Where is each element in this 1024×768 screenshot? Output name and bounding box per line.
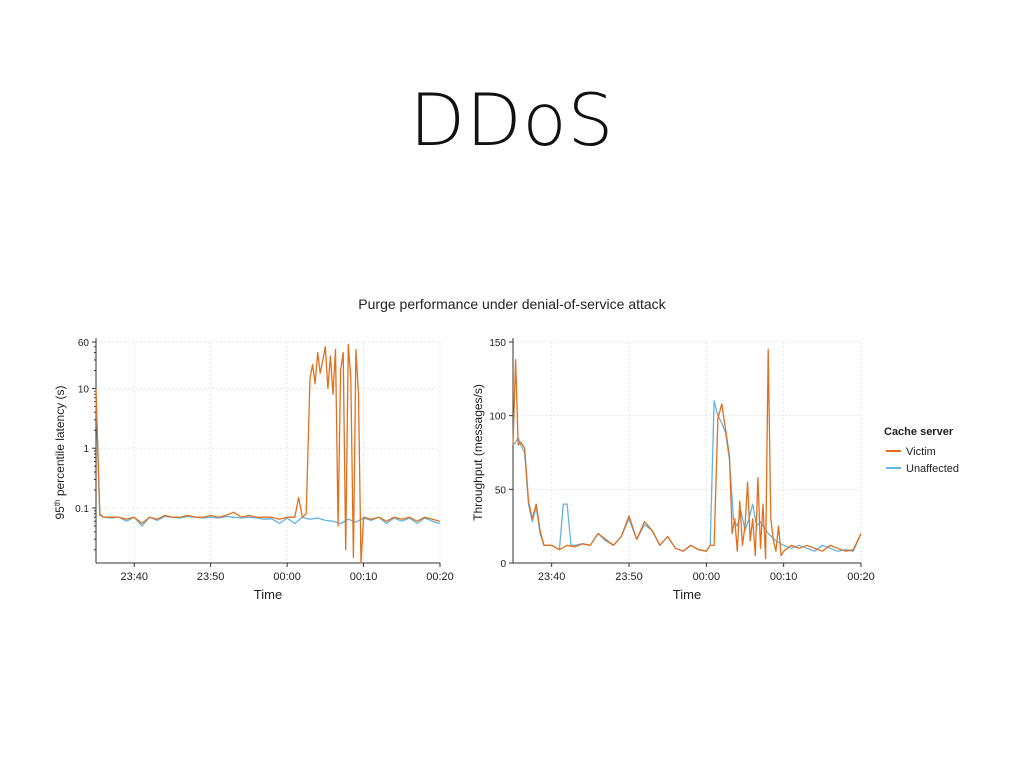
slide-title: DDoS [409, 78, 615, 162]
series-line-unaffected [512, 400, 862, 552]
y-tick-label: 1 [83, 444, 89, 455]
y-tick-label: 0 [500, 559, 506, 570]
y-tick-label: 100 [489, 412, 506, 423]
series-line-victim [95, 343, 441, 564]
y-tick-label: 150 [489, 338, 506, 349]
y-tick-label: 10 [78, 384, 90, 395]
series-line-unaffected [95, 397, 441, 527]
throughput-chart: 23:40 23:50 00:00 00:10 00:20 0 50 100 150 Time Th… [471, 338, 875, 602]
x-tick-label: 23:50 [615, 571, 643, 583]
x-tick-label: 00:20 [426, 571, 454, 583]
legend: Cache server Victim Unaffected [884, 426, 959, 475]
x-axis-label: Time [673, 587, 701, 602]
legend-title: Cache server [884, 426, 954, 438]
x-tick-label: 00:10 [770, 571, 798, 583]
figure-title: Purge performance under denial-of-servic… [358, 296, 666, 312]
x-tick-label: 23:40 [538, 571, 566, 583]
x-axis-label: Time [254, 587, 282, 602]
x-tick-label: 00:00 [693, 571, 721, 583]
x-tick-label: 00:20 [847, 571, 875, 583]
x-tick-label: 00:00 [273, 571, 301, 583]
y-axis-label: 95th percentile latency (s) [53, 385, 68, 519]
x-tick-label: 00:10 [350, 571, 378, 583]
y-tick-label: 0.1 [75, 504, 89, 515]
legend-label-victim: Victim [906, 446, 936, 458]
y-tick-label: 60 [78, 338, 90, 349]
latency-chart: 23:40 23:50 00:00 00:10 00:20 0.1 1 10 60 Time 95t… [53, 338, 454, 602]
series-line-victim [512, 348, 862, 560]
x-tick-label: 23:40 [120, 571, 148, 583]
y-tick-label: 50 [495, 485, 507, 496]
y-axis-label: Throughput (messages/s) [471, 384, 485, 521]
legend-label-unaffected: Unaffected [906, 463, 959, 475]
x-tick-label: 23:50 [197, 571, 225, 583]
